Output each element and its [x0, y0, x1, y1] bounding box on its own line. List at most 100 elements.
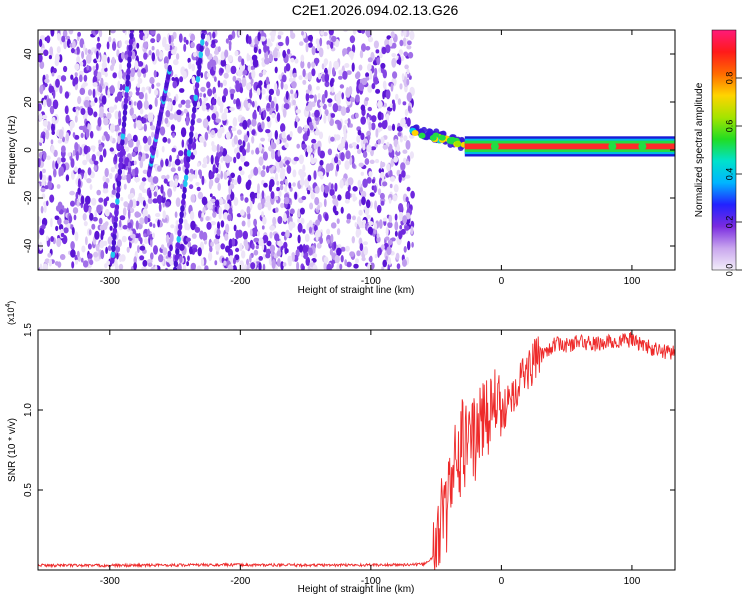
spectrogram-cell — [133, 101, 137, 106]
spectrogram-cell — [250, 262, 256, 270]
spectrogram-cell — [169, 45, 173, 51]
spectrogram-cell — [223, 87, 229, 97]
spectrogram-cell — [202, 157, 208, 165]
spectrogram-streak — [118, 156, 124, 164]
spectrogram-cell — [377, 138, 382, 145]
spectrogram-cell — [93, 251, 99, 258]
spectrogram-cell — [218, 163, 221, 173]
spectrogram-cell — [194, 226, 201, 233]
spectrogram-cell — [361, 43, 366, 52]
spectrogram-cell — [242, 151, 246, 156]
spectrogram-cell — [177, 263, 182, 270]
spectrogram-streak — [178, 217, 184, 225]
spectrogram-cell — [401, 119, 406, 127]
spectrogram-cell — [74, 142, 79, 152]
spectrogram-cell — [87, 243, 92, 250]
spectrogram-cell — [93, 165, 98, 171]
spectrogram-cell — [376, 57, 381, 66]
spectrogram-cell — [45, 73, 49, 81]
spectrogram-cell — [277, 258, 281, 267]
spectrogram-cell — [224, 203, 230, 211]
spectrogram-cell — [254, 100, 258, 109]
spectrogram-streak — [190, 118, 195, 126]
spectrogram-cell — [359, 243, 364, 252]
spectrogram-cell — [356, 144, 360, 150]
spectrogram-cell — [193, 51, 197, 58]
spectrogram-cell — [376, 204, 382, 214]
spectrogram-cell — [178, 243, 185, 251]
spectrogram-cell — [96, 50, 99, 60]
spectrogram-cell — [104, 71, 108, 78]
spectrogram-cell — [305, 92, 310, 102]
spectrogram-cell — [340, 106, 347, 116]
spectrogram-cell — [156, 33, 161, 42]
spectrogram-cell — [269, 106, 275, 112]
spectrogram-cell — [340, 152, 345, 162]
spectrogram-cell — [143, 144, 150, 152]
spectrogram-cell — [229, 88, 236, 94]
spectrogram-cell — [326, 263, 332, 270]
spectrogram-cell — [320, 184, 325, 193]
spectrogram-cell — [389, 37, 393, 47]
spectrogram-cell — [343, 30, 348, 33]
spectrogram-cell — [274, 130, 278, 140]
spectrogram-cell — [361, 77, 368, 86]
spectrogram-streak — [183, 180, 188, 188]
spectrogram-cell — [128, 139, 134, 148]
spectrogram-cell — [228, 185, 232, 196]
spectrogram-streak — [126, 61, 132, 69]
spectrogram-cell — [158, 50, 164, 60]
spectrogram-cell — [358, 82, 365, 92]
spectrogram-cell — [189, 210, 195, 221]
spectrogram-cell — [197, 247, 202, 257]
spectrogram-cell — [203, 93, 207, 98]
spectrogram-cell — [319, 150, 325, 159]
spectrogram-streak — [175, 248, 180, 255]
spectrogram-streak — [185, 161, 190, 169]
spectrogram-streak — [129, 30, 135, 34]
spectrogram-cell — [139, 255, 145, 261]
spectrogram-cell — [361, 196, 366, 206]
spectrogram-cell — [107, 245, 112, 252]
spectrogram-cell — [212, 211, 217, 218]
spectrogram-cell — [382, 259, 388, 268]
spectrogram-cell — [121, 174, 127, 181]
spectrogram-cell — [309, 202, 314, 210]
spectrogram-cell — [133, 262, 138, 270]
spectrogram-cell — [297, 208, 301, 218]
spectrogram-cell — [210, 154, 214, 165]
spectrogram-cell — [333, 60, 339, 70]
spectrogram-cell — [288, 182, 292, 189]
spectrogram-cell — [57, 32, 61, 41]
spectrogram-cell — [269, 167, 274, 174]
spectrogram-cell — [76, 56, 81, 64]
spectrogram-cell — [241, 250, 246, 259]
spectrogram-cell — [168, 51, 172, 60]
spectrogram-cell — [83, 74, 88, 82]
spectrogram-cell — [109, 135, 113, 143]
spectrogram-cell — [233, 99, 237, 105]
spectrogram-cell — [307, 42, 313, 48]
spectrogram-cell — [119, 215, 126, 221]
spectrogram-cell — [394, 213, 398, 221]
spectrogram-cell — [192, 247, 198, 253]
y-tick-label: 1.5 — [23, 323, 34, 337]
spectrogram-cell — [159, 126, 166, 136]
spectrogram-streak — [186, 155, 191, 163]
spectrogram-cell — [405, 196, 409, 203]
spectrogram-cell — [329, 188, 335, 197]
spectrogram-cell — [62, 136, 65, 143]
spectrogram-cell — [211, 98, 216, 106]
spectrogram-cell — [72, 149, 76, 157]
spectrogram-cell — [331, 35, 337, 43]
spectrogram-cell — [133, 160, 137, 165]
spectrogram-cell — [225, 63, 231, 74]
spectrogram-cell — [405, 140, 411, 150]
spectrogram-cell — [385, 113, 390, 122]
spectrogram-cell — [54, 261, 59, 266]
spectrogram-cell — [344, 259, 348, 266]
colorbar-gradient — [711, 29, 737, 271]
spectrogram-cell — [207, 200, 213, 210]
spectrogram-cell — [254, 225, 258, 236]
spectrogram-cell — [212, 31, 216, 39]
